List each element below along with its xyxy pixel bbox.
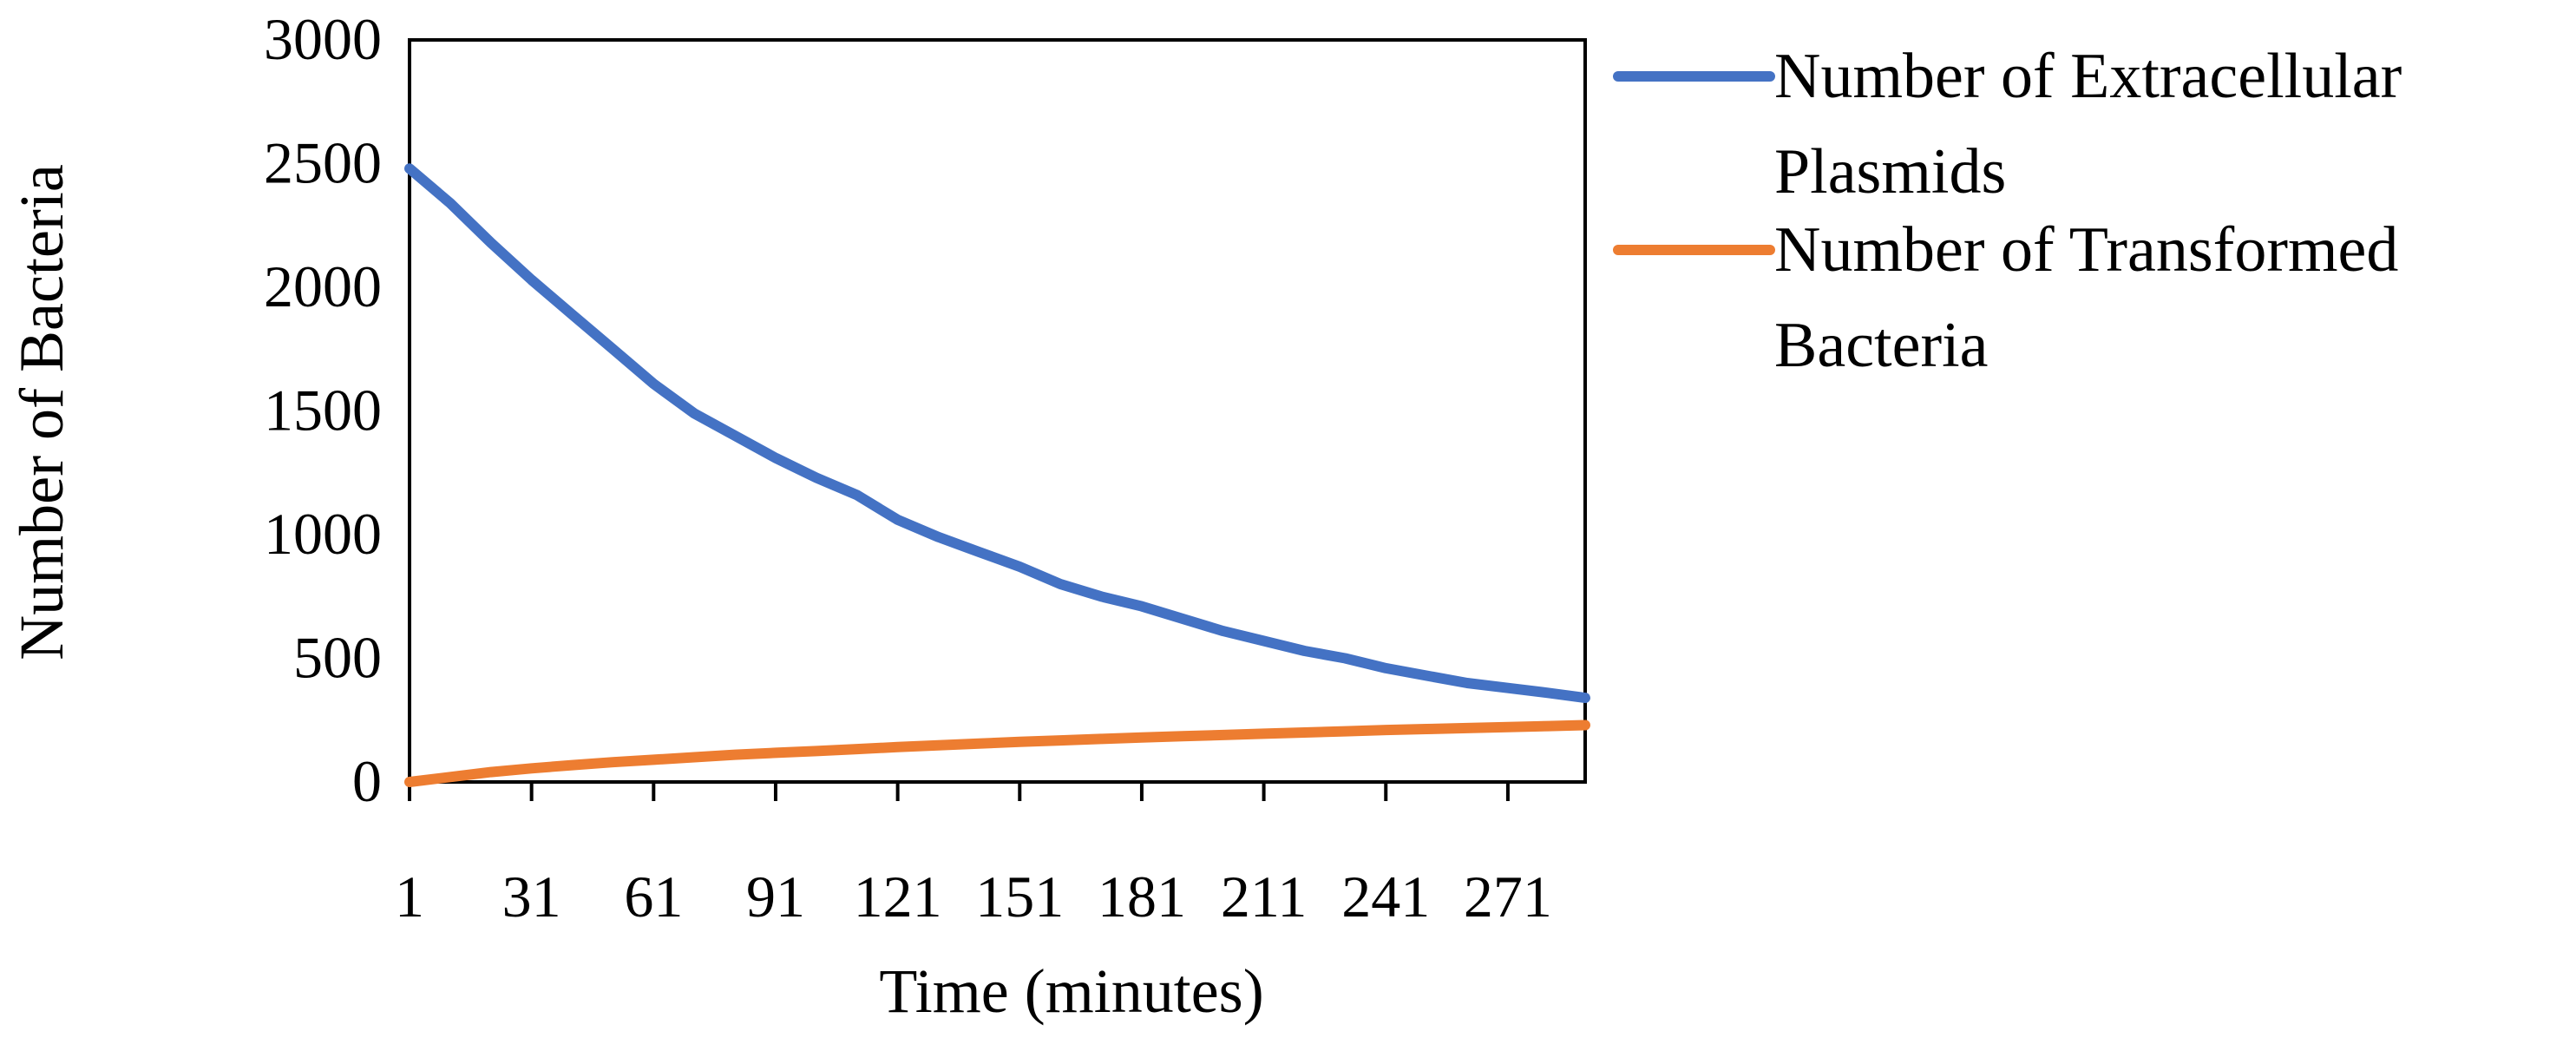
data-point (1581, 720, 1590, 730)
data-point (811, 746, 821, 756)
data-point (1097, 734, 1106, 744)
x-axis-ticks: 1 31 61 91 121 151 181 211 241 271 (395, 782, 1552, 930)
legend-label-transformed-bacteria: Number of Transformed Bacteria (1774, 214, 2415, 381)
y-tick-label: 2500 (264, 130, 382, 196)
x-tick-label: 181 (1098, 864, 1186, 930)
data-point (690, 752, 699, 762)
data-point (1177, 732, 1187, 741)
data-point (1544, 688, 1553, 698)
y-axis-ticks: 0 500 1000 1500 2000 2500 3000 (264, 6, 382, 814)
data-point (445, 772, 455, 782)
data-point (1015, 737, 1025, 746)
data-point (1259, 729, 1268, 739)
data-point (690, 409, 699, 418)
data-point (649, 379, 659, 389)
legend: Number of Extracellular Plasmids Number … (1613, 41, 2418, 381)
y-axis-title: Number of Bacteria (7, 164, 76, 660)
data-point (1503, 683, 1512, 693)
data-point (608, 345, 618, 354)
y-tick-label: 1000 (264, 501, 382, 567)
data-point (608, 758, 618, 767)
data-point (1463, 723, 1472, 733)
data-point (1581, 693, 1590, 703)
data-point (1544, 721, 1553, 731)
data-point (1218, 627, 1228, 636)
data-point (1463, 679, 1472, 687)
data-point (1177, 614, 1187, 623)
data-point (1097, 592, 1106, 601)
x-tick-label: 1 (395, 864, 424, 930)
data-point (1340, 654, 1350, 663)
data-point (486, 767, 495, 777)
data-point (1381, 663, 1391, 673)
data-point (405, 164, 414, 174)
data-point (974, 548, 984, 556)
x-tick-label: 121 (854, 864, 942, 930)
data-point (731, 431, 740, 440)
data-point (1137, 733, 1146, 742)
series-line-0 (404, 163, 1590, 704)
data-point (527, 764, 536, 773)
data-point (1137, 601, 1146, 611)
data-point (811, 473, 821, 483)
data-point (1056, 580, 1065, 588)
x-tick-label: 31 (502, 864, 561, 930)
x-tick-label: 151 (975, 864, 1064, 930)
x-tick-label: 91 (746, 864, 805, 930)
data-point (527, 275, 536, 285)
data-point (1422, 725, 1432, 733)
data-point (852, 490, 862, 500)
data-point (1015, 562, 1025, 571)
y-tick-label: 1500 (264, 378, 382, 443)
data-point (1056, 736, 1065, 746)
data-point (1422, 671, 1432, 680)
data-point (771, 748, 780, 758)
y-tick-label: 3000 (264, 6, 382, 72)
data-point (445, 199, 455, 208)
data-point (1300, 647, 1309, 655)
y-tick-label: 0 (352, 748, 382, 814)
data-point (852, 745, 862, 754)
data-point (893, 515, 902, 524)
data-point (934, 532, 943, 542)
data-point (649, 755, 659, 765)
x-tick-label: 241 (1341, 864, 1430, 930)
x-tick-label: 271 (1464, 864, 1552, 930)
data-point (1300, 728, 1309, 737)
y-tick-label: 2000 (264, 253, 382, 319)
data-point (1503, 722, 1512, 732)
legend-label-extracellular-plasmids: Number of Extracellular Plasmids (1774, 41, 2418, 207)
data-point (893, 742, 902, 752)
data-point (771, 453, 780, 463)
series-lines (404, 163, 1590, 787)
data-point (567, 310, 577, 319)
data-point (1340, 726, 1350, 736)
data-point (1381, 726, 1391, 735)
x-axis-title: Time (minutes) (879, 956, 1263, 1026)
y-tick-label: 500 (293, 625, 382, 691)
x-tick-label: 61 (624, 864, 683, 930)
data-point (1218, 730, 1228, 739)
data-point (567, 760, 577, 770)
data-point (1259, 636, 1268, 646)
x-tick-label: 211 (1221, 864, 1307, 930)
data-point (974, 739, 984, 748)
data-point (405, 778, 414, 786)
data-point (486, 238, 495, 247)
plot-area-frame (408, 38, 1587, 784)
data-point (731, 750, 740, 759)
data-point (934, 740, 943, 750)
series-line-1 (404, 719, 1590, 787)
